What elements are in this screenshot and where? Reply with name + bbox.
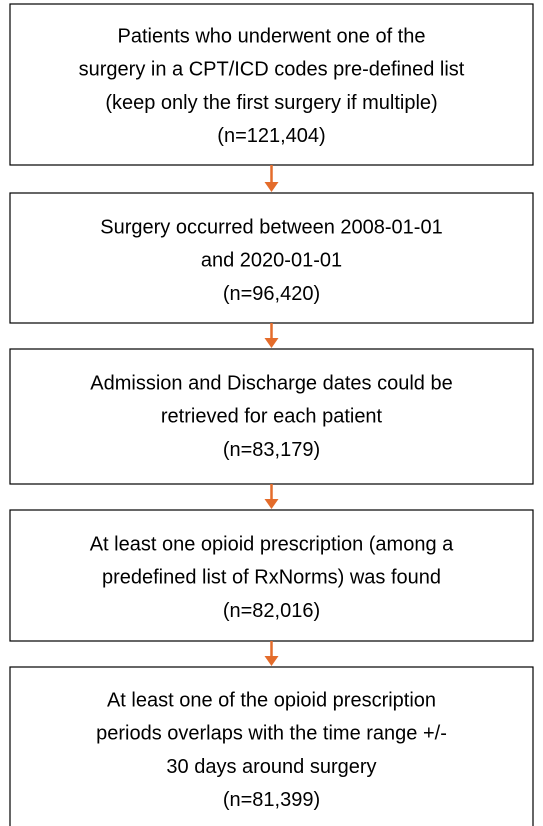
step-text: At least one opioid prescription (among …: [90, 533, 454, 555]
flow-step: Patients who underwent one of the surgery…: [9, 3, 534, 166]
step-text: At least one of the opioid prescription: [107, 689, 436, 711]
arrow-head: [264, 338, 279, 348]
flow-step: Surgery occurred between 2008-01-01 and 2…: [9, 192, 534, 324]
step-count: (n=121,404): [217, 125, 325, 147]
step-text: retrieved for each patient: [161, 406, 383, 428]
step-box: [9, 3, 534, 166]
arrow-head: [264, 182, 279, 192]
step-count: (n=96,420): [223, 283, 320, 305]
step-text: and 2020-01-01: [201, 250, 342, 272]
step-box: [9, 509, 534, 642]
step-text: (keep only the first surgery if multiple…: [105, 92, 437, 114]
arrow-head: [264, 499, 279, 509]
step-count: (n=81,399): [223, 789, 320, 811]
flow-step: At least one opioid prescription (among …: [9, 509, 534, 642]
step-count: (n=82,016): [223, 600, 320, 622]
step-text: surgery in a CPT/ICD codes pre-defined l…: [79, 59, 465, 81]
flow-step: Admission and Discharge dates could be re…: [9, 348, 534, 485]
arrow-head: [264, 656, 279, 666]
step-box: [9, 348, 534, 485]
step-box: [9, 666, 534, 826]
step-text: Patients who underwent one of the: [118, 25, 426, 47]
step-text: 30 days around surgery: [166, 756, 376, 778]
step-text: periods overlaps with the time range +/-: [96, 723, 447, 745]
step-box: [9, 192, 534, 324]
step-text: predefined list of RxNorms) was found: [102, 567, 441, 589]
flow-step: At least one of the opioid prescription p…: [9, 666, 534, 826]
step-text: Admission and Discharge dates could be: [90, 372, 452, 394]
step-text: Surgery occurred between 2008-01-01: [100, 216, 442, 238]
step-count: (n=83,179): [223, 439, 320, 461]
